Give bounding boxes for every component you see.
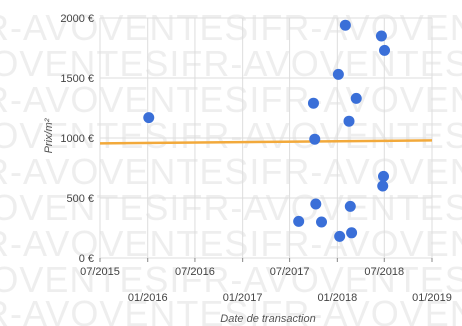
watermark-text: FR-AVOVENTESIFR-AVOVENTESIFR-AVOVENTESI <box>0 115 462 156</box>
data-point <box>344 200 356 212</box>
y-axis-ticks: 0 € 500 € 1000 € 1500 € 2000 € <box>60 13 94 265</box>
trend-layer <box>99 139 433 145</box>
watermark-text: FR-AVOVENTESIFR-AVOVENTESIFR-AVOVENTESI <box>0 151 462 192</box>
x-tick-label: 01/2016 <box>128 292 168 304</box>
watermark: FR-AVOVENTESIFR-AVOVENTESIFR-AVOVENTESIF… <box>0 7 462 326</box>
data-point <box>377 170 389 182</box>
grid <box>99 17 433 259</box>
points-layer <box>143 19 391 242</box>
y-tick-label: 1000 € <box>60 133 94 145</box>
data-point <box>334 230 346 242</box>
x-tick-label: 07/2018 <box>364 266 404 278</box>
data-point <box>375 30 387 42</box>
data-point <box>339 19 351 31</box>
data-point <box>143 112 155 124</box>
data-point <box>346 227 358 239</box>
trend-line <box>99 139 433 145</box>
data-point <box>379 44 391 56</box>
data-point <box>316 216 328 228</box>
x-tick-label: 07/2017 <box>270 266 310 278</box>
y-tick-label: 2000 € <box>60 13 94 25</box>
data-point <box>310 198 322 210</box>
watermark-text: FR-AVOVENTESIFR-AVOVENTESIFR-AVOVENTESI <box>0 259 462 300</box>
y-tick-label: 1500 € <box>60 73 94 85</box>
data-point <box>343 115 355 127</box>
watermark-text: FR-AVOVENTESIFR-AVOVENTESIFR-AVOVENTESI <box>0 223 462 264</box>
y-tick-label: 0 € <box>79 253 94 265</box>
watermark-text: FR-AVOVENTESIFR-AVOVENTESIFR-AVOVENTESI <box>0 7 462 48</box>
watermark-text: FR-AVOVENTESIFR-AVOVENTESIFR-AVOVENTESI <box>0 79 462 120</box>
x-tick-label: 07/2015 <box>80 266 120 278</box>
data-point <box>377 180 389 192</box>
x-tick-label: 01/2018 <box>317 292 357 304</box>
x-tick-label: 07/2016 <box>175 266 215 278</box>
data-point <box>307 97 319 109</box>
x-axis-ticks: 07/2015 01/2016 07/2016 01/2017 07/2017 01/20… <box>80 258 452 304</box>
watermark-text: FR-AVOVENTESIFR-AVOVENTESIFR-AVOVENTESI <box>0 293 462 326</box>
data-point <box>309 133 321 145</box>
x-tick-label: 01/2017 <box>223 292 263 304</box>
data-point <box>332 68 344 80</box>
data-point <box>293 215 305 227</box>
watermark-text: FR-AVOVENTESIFR-AVOVENTESIFR-AVOVENTESI <box>0 187 462 228</box>
x-axis-title: Date de transaction <box>220 313 315 325</box>
x-tick-label: 01/2019 <box>412 292 452 304</box>
y-tick-label: 500 € <box>66 193 94 205</box>
data-point <box>350 92 362 104</box>
y-axis-title: Prix/m² <box>43 118 55 153</box>
